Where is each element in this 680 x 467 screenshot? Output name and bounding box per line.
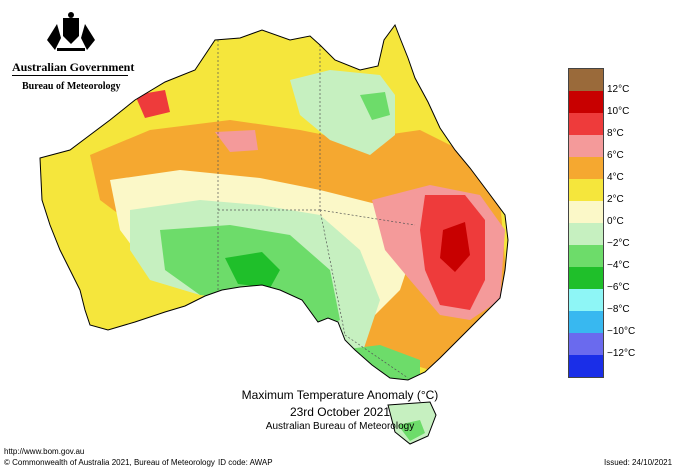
legend-swatch bbox=[569, 91, 603, 113]
tasmania bbox=[387, 401, 437, 445]
legend-label: 6°C bbox=[607, 150, 624, 161]
copyright-notice: © Commonwealth of Australia 2021, Bureau… bbox=[4, 458, 215, 467]
color-legend bbox=[568, 68, 604, 378]
legend-label: 4°C bbox=[607, 172, 624, 183]
legend-label: −10°C bbox=[607, 326, 636, 337]
legend-swatch bbox=[569, 201, 603, 223]
map-title: Maximum Temperature Anomaly (°C) bbox=[241, 388, 439, 402]
id-code: ID code: AWAP bbox=[218, 458, 273, 467]
legend-swatch bbox=[569, 245, 603, 267]
legend-label: 0°C bbox=[607, 216, 624, 227]
coastline bbox=[39, 23, 509, 381]
coat-of-arms-icon bbox=[47, 12, 95, 51]
legend-swatch bbox=[569, 333, 603, 355]
legend-swatch bbox=[569, 69, 603, 91]
legend-swatch bbox=[569, 289, 603, 311]
legend-label: 12°C bbox=[607, 84, 630, 95]
government-name: Australian Government bbox=[12, 60, 135, 74]
logo-divider bbox=[12, 75, 128, 76]
legend-swatch bbox=[569, 157, 603, 179]
legend-label: 8°C bbox=[607, 128, 624, 139]
map-agency: Australian Bureau of Meteorology bbox=[265, 421, 415, 432]
legend-label: −8°C bbox=[607, 304, 630, 315]
legend-label: −4°C bbox=[607, 260, 630, 271]
state-borders bbox=[217, 40, 416, 379]
legend-label: −2°C bbox=[607, 238, 630, 249]
legend-swatch bbox=[569, 223, 603, 245]
legend-label: 2°C bbox=[607, 194, 624, 205]
legend-swatch bbox=[569, 113, 603, 135]
legend-swatch bbox=[569, 135, 603, 157]
map-date: 23rd October 2021 bbox=[289, 405, 391, 419]
government-logo bbox=[10, 10, 132, 54]
bureau-name: Bureau of Meteorology bbox=[22, 81, 121, 92]
legend-swatch bbox=[569, 355, 603, 377]
legend-swatch bbox=[569, 267, 603, 289]
legend-label: 10°C bbox=[607, 106, 630, 117]
legend-label: −12°C bbox=[607, 348, 636, 359]
legend-swatch bbox=[569, 179, 603, 201]
website-url: http://www.bom.gov.au bbox=[4, 447, 85, 456]
legend-label: −6°C bbox=[607, 282, 630, 293]
legend-swatch bbox=[569, 311, 603, 333]
issued-date: Issued: 24/10/2021 bbox=[604, 458, 673, 467]
